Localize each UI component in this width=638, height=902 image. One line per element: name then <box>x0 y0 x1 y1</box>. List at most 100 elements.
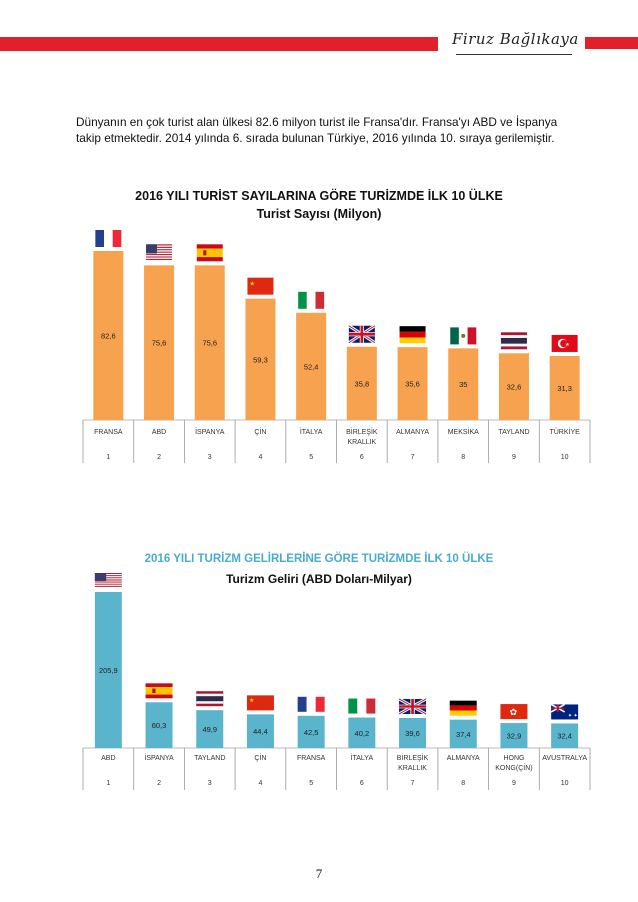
bar <box>500 723 528 748</box>
bar <box>144 265 175 420</box>
rank-label: 4 <box>258 454 262 461</box>
chart2-subtitle: Turizm Geliri (ABD Doları-Milyar) <box>226 572 412 586</box>
rank-label: 10 <box>561 454 569 461</box>
bar <box>346 346 377 420</box>
bar <box>348 717 376 748</box>
rank-label: 9 <box>512 780 516 787</box>
mexico-flag <box>450 327 477 345</box>
germany-flag <box>399 326 426 344</box>
svg-text:✦ ✦: ✦ ✦ <box>568 713 578 719</box>
category-label: İTALYA <box>300 427 323 436</box>
category-label: HONG <box>503 755 524 762</box>
bar <box>245 298 276 420</box>
bar <box>94 592 122 748</box>
svg-text:★: ★ <box>249 280 254 287</box>
rank-label: 6 <box>360 780 364 787</box>
signature-text: Firuz Bağlıkaya <box>452 30 579 48</box>
category-label: TÜRKİYE <box>549 427 580 436</box>
data-label: 75,6 <box>202 339 217 348</box>
header-red-bar-right <box>585 37 638 49</box>
rank-label: 8 <box>461 454 465 461</box>
category-label: BİRLEŞİK <box>397 753 429 762</box>
rank-label: 7 <box>411 454 415 461</box>
rank-label: 5 <box>309 454 313 461</box>
turkey-flag: ★ <box>551 334 578 352</box>
data-label: 32,6 <box>507 383 522 392</box>
category-label: İSPANYA <box>144 753 174 762</box>
rank-label: 1 <box>106 454 110 461</box>
rank-label: 3 <box>208 454 212 461</box>
data-label: 205,9 <box>99 666 118 675</box>
category-label: ALMANYA <box>447 755 480 762</box>
bar <box>397 347 428 420</box>
italy-flag <box>348 698 376 714</box>
category-label: ALMANYA <box>396 429 429 436</box>
uk-flag <box>348 324 376 345</box>
hongkong-flag: ✿ <box>500 704 528 720</box>
chart2-title: 2016 YILI TURİZM GELİRLERİNE GÖRE TURİZM… <box>144 553 494 565</box>
header-red-bar-left <box>0 37 438 51</box>
svg-text:★: ★ <box>565 342 570 348</box>
bar <box>399 717 427 748</box>
china-flag: ★ <box>246 695 274 711</box>
spain-flag <box>196 244 223 262</box>
signature-underline <box>456 54 572 55</box>
chart1-title: 2016 YILI TURİST SAYILARINA GÖRE TURİZMD… <box>135 189 503 203</box>
category-label: TAYLAND <box>498 429 529 436</box>
data-label: 82,6 <box>101 332 116 341</box>
bar <box>549 355 580 420</box>
data-label: 37,4 <box>456 730 471 739</box>
bar <box>449 719 477 748</box>
category-label: TAYLAND <box>194 755 225 762</box>
data-label: 39,6 <box>405 729 420 738</box>
category-label: ABD <box>152 429 166 436</box>
bar <box>194 265 225 420</box>
author-signature: Firuz Bağlıkaya <box>452 30 580 60</box>
rank-label: 6 <box>360 454 364 461</box>
data-label: 42,5 <box>304 728 319 737</box>
data-label: 32,9 <box>507 732 522 741</box>
rank-label: 4 <box>258 780 262 787</box>
category-label: KRALLIK <box>347 439 376 446</box>
rank-label: 9 <box>512 454 516 461</box>
category-label: BİRLEŞİK <box>346 427 378 436</box>
rank-label: 2 <box>157 454 161 461</box>
bar <box>93 251 124 420</box>
bar <box>296 312 327 420</box>
bar <box>448 348 479 420</box>
data-label: 31,3 <box>557 384 572 393</box>
category-label: İTALYA <box>351 753 374 762</box>
data-label: 44,4 <box>253 727 268 736</box>
data-label: 60,3 <box>152 721 167 730</box>
australia-flag: ✦ ✦ <box>550 703 579 720</box>
bar <box>498 353 529 420</box>
rank-label: 2 <box>157 780 161 787</box>
data-label: 59,3 <box>253 355 268 364</box>
france-flag <box>95 230 122 247</box>
category-label: FRANSA <box>94 429 123 436</box>
svg-text:★: ★ <box>249 697 254 704</box>
category-label: FRANSA <box>297 755 326 762</box>
data-label: 40,2 <box>355 729 370 738</box>
bar <box>551 723 579 748</box>
category-label: ÇİN <box>254 427 266 436</box>
uk-flag <box>398 697 427 716</box>
italy-flag <box>298 291 325 309</box>
data-label: 35 <box>459 380 467 389</box>
rank-label: 1 <box>106 780 110 787</box>
data-label: 35,8 <box>355 379 370 388</box>
bar <box>196 710 224 748</box>
thailand-flag <box>196 691 224 707</box>
bar <box>246 714 274 748</box>
usa-flag <box>94 573 122 588</box>
rank-label: 10 <box>561 780 569 787</box>
rank-label: 5 <box>309 780 313 787</box>
thailand-flag <box>500 332 527 350</box>
category-label: MEKSİKA <box>448 427 479 436</box>
chart1: 82,6 FRANSA 1 75,6 ABD 2 75,6 İSPANYA 3 ★ 59,3 ÇİN 4… <box>82 230 591 463</box>
spain-flag <box>145 683 173 699</box>
bar <box>145 702 173 748</box>
chart1-subtitle: Turist Sayısı (Milyon) <box>256 207 382 221</box>
data-label: 49,9 <box>202 725 217 734</box>
